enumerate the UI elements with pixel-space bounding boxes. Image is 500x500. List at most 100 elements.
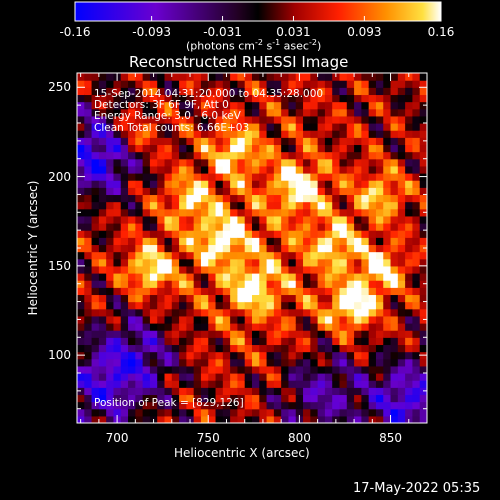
heatmap-cell [215, 208, 224, 217]
heatmap-cell [397, 230, 406, 238]
heatmap-cell [368, 251, 377, 260]
heatmap-cell [317, 265, 326, 274]
heatmap-cell [222, 180, 231, 188]
heatmap-cell [317, 73, 326, 81]
heatmap-cell [77, 373, 85, 381]
heatmap-cell [142, 251, 151, 260]
heatmap-cell [157, 315, 166, 324]
heatmap-cell [346, 108, 355, 117]
heatmap-cell [193, 201, 202, 210]
heatmap-cell [354, 358, 362, 367]
heatmap-cell [310, 387, 319, 396]
heatmap-cell [179, 358, 187, 367]
heatmap-cell [244, 315, 253, 324]
heatmap-cell [317, 408, 326, 417]
heatmap-cell [193, 87, 202, 96]
heatmap-cell [91, 387, 100, 396]
heatmap-cell [230, 180, 239, 188]
heatmap-cell [120, 394, 129, 403]
heatmap-cell [215, 223, 224, 231]
heatmap-cell [230, 165, 239, 174]
heatmap-cell [179, 237, 187, 246]
heatmap-cell [346, 287, 355, 296]
heatmap-cell [186, 401, 195, 410]
heatmap-cell [281, 273, 290, 281]
heatmap-cell [397, 273, 406, 281]
heatmap-cell [128, 115, 136, 124]
heatmap-cell [222, 101, 231, 110]
heatmap-cell [179, 151, 187, 160]
heatmap-cell [237, 144, 246, 153]
heatmap-cell [157, 373, 166, 381]
heatmap-cell [84, 115, 93, 124]
heatmap-cell [215, 351, 224, 360]
heatmap-cell [419, 344, 427, 353]
heatmap-cell [266, 323, 275, 331]
heatmap-cell [273, 401, 282, 410]
heatmap-cell [273, 415, 282, 423]
heatmap-cell [113, 201, 122, 210]
heatmap-cell [200, 208, 209, 217]
heatmap-cell [339, 130, 348, 138]
heatmap-cell [390, 273, 399, 281]
heatmap-cell [332, 315, 341, 324]
heatmap-cell [208, 151, 217, 160]
heatmap-cell [142, 337, 151, 346]
heatmap-cell [390, 301, 399, 310]
heatmap-cell [405, 308, 414, 317]
heatmap-cell [405, 280, 414, 288]
heatmap-cell [128, 301, 136, 310]
heatmap-cell [106, 194, 115, 203]
y-tick-label: 250 [48, 80, 71, 95]
heatmap-cell [346, 265, 355, 274]
heatmap-cell [222, 394, 231, 403]
heatmap-cell [244, 365, 253, 374]
heatmap-cell [361, 280, 370, 288]
heatmap-cell [237, 187, 246, 196]
heatmap-cell [91, 187, 100, 196]
heatmap-cell [324, 273, 333, 281]
heatmap-cell [354, 165, 362, 174]
heatmap-cell [135, 208, 144, 217]
heatmap-cell [222, 87, 231, 96]
heatmap-cell [397, 323, 406, 331]
heatmap-cell [259, 387, 268, 396]
heatmap-cell [317, 380, 326, 388]
heatmap-cell [84, 137, 93, 146]
heatmap-cell [281, 73, 290, 81]
heatmap-cell [157, 101, 166, 110]
heatmap-cell [259, 273, 268, 281]
heatmap-cell [288, 94, 297, 103]
heatmap-cell [354, 215, 362, 224]
heatmap-cell [383, 315, 392, 324]
heatmap-cell [244, 273, 253, 281]
heatmap-cell [259, 308, 268, 317]
heatmap-cell [135, 215, 144, 224]
heatmap-cell [332, 273, 341, 281]
heatmap-cell [361, 287, 370, 296]
heatmap-cell [120, 194, 129, 203]
heatmap-cell [135, 337, 144, 346]
heatmap-cell [361, 187, 370, 196]
heatmap-cell [324, 373, 333, 381]
heatmap-cell [157, 94, 166, 103]
heatmap-cell [310, 123, 319, 131]
heatmap-cell [266, 344, 275, 353]
heatmap-cell [208, 251, 217, 260]
heatmap-cell [412, 130, 421, 138]
heatmap-cell [208, 323, 217, 331]
heatmap-cell [164, 108, 173, 117]
heatmap-cell [106, 201, 115, 210]
heatmap-cell [295, 144, 304, 153]
heatmap-cell [412, 351, 421, 360]
heatmap-cell [164, 137, 173, 146]
heatmap-cell [237, 130, 246, 138]
heatmap-cell [135, 301, 144, 310]
heatmap-cell [412, 187, 421, 196]
heatmap-cell [142, 73, 151, 81]
heatmap-cell [91, 351, 100, 360]
heatmap-cell [339, 158, 348, 167]
heatmap-cell [339, 137, 348, 146]
heatmap-cell [222, 173, 231, 181]
heatmap-cell [244, 280, 253, 288]
